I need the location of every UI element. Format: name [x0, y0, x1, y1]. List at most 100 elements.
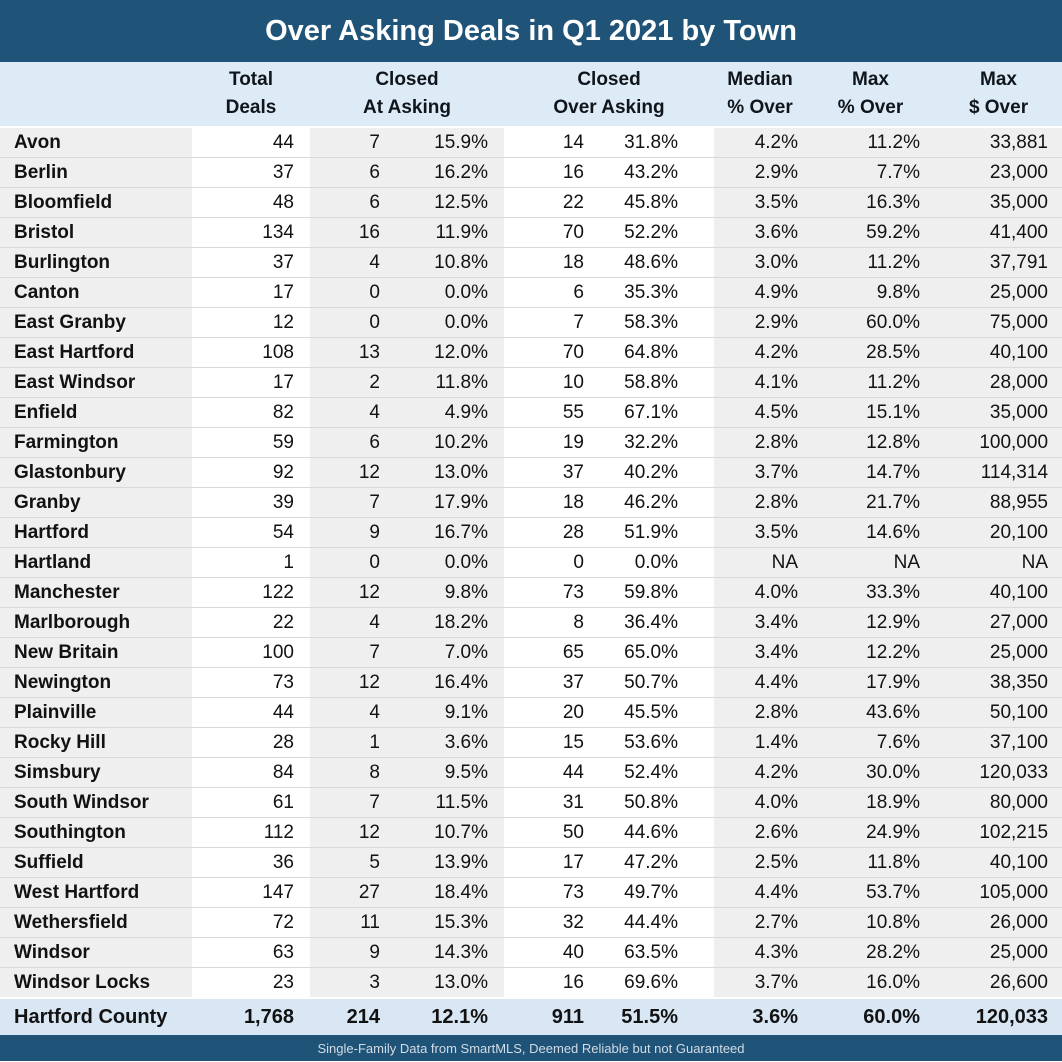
closed-at-asking-count-cell: 6 [310, 427, 398, 458]
total-closed-at-count-cell: 214 [310, 997, 398, 1035]
median-pct-over-cell: 4.9% [714, 277, 807, 308]
closed-over-asking-count-cell: 37 [504, 457, 592, 488]
town-cell: Manchester [0, 577, 192, 608]
total-deals-cell: 28 [192, 727, 310, 758]
median-pct-over-cell: 2.7% [714, 907, 807, 938]
max-dollar-over-cell: 20,100 [935, 517, 1062, 548]
max-dollar-over-cell: 35,000 [935, 397, 1062, 428]
closed-at-asking-count-cell: 12 [310, 817, 398, 848]
town-cell: Farmington [0, 427, 192, 458]
table-row: Marlborough 22 4 18.2% 8 36.4% 3.4% 12.9% 27,000 [0, 607, 1062, 638]
closed-over-asking-pct-cell: 45.5% [592, 697, 715, 728]
closed-over-asking-count-cell: 16 [504, 157, 592, 188]
total-max-dollar-over-cell: 120,033 [935, 997, 1062, 1035]
total-deals-cell: 108 [192, 337, 310, 368]
median-pct-over-header: Median % Over [714, 62, 807, 128]
median-pct-over-cell: 2.6% [714, 817, 807, 848]
closed-at-asking-pct-cell: 12.5% [398, 187, 504, 218]
closed-over-asking-count-cell: 19 [504, 427, 592, 458]
closed-over-asking-count-cell: 65 [504, 637, 592, 668]
max-pct-over-cell: 43.6% [806, 697, 936, 728]
total-deals-cell: 23 [192, 967, 310, 998]
closed-at-asking-pct-cell: 0.0% [398, 277, 504, 308]
max-dollar-over-cell: 23,000 [935, 157, 1062, 188]
total-deals-cell: 37 [192, 247, 310, 278]
closed-at-asking-pct-cell: 9.8% [398, 577, 504, 608]
town-cell: Newington [0, 667, 192, 698]
max-pct-over-cell: 30.0% [806, 757, 936, 788]
median-pct-over-cell: 3.5% [714, 517, 807, 548]
table-row: East Hartford 108 13 12.0% 70 64.8% 4.2% 28.5% 4… [0, 337, 1062, 368]
closed-over-asking-pct-cell: 59.8% [592, 577, 715, 608]
max-dollar-over-cell: 105,000 [935, 877, 1062, 908]
median-pct-over-cell: 4.2% [714, 757, 807, 788]
max-pct-over-cell: 12.8% [806, 427, 936, 458]
median-pct-over-cell: NA [714, 547, 807, 578]
closed-at-asking-pct-cell: 16.7% [398, 517, 504, 548]
max-pct-over-cell: 7.7% [806, 157, 936, 188]
median-pct-over-cell: 3.7% [714, 457, 807, 488]
closed-at-asking-count-cell: 11 [310, 907, 398, 938]
max-pct-over-cell: 12.9% [806, 607, 936, 638]
closed-over-asking-count-cell: 73 [504, 877, 592, 908]
total-deals-header: Total Deals [192, 62, 310, 128]
over-asking-table: Total Deals Closed At Asking Closed Over… [0, 62, 1062, 1035]
max-pct-over-cell: 60.0% [806, 307, 936, 338]
closed-at-asking-pct-cell: 0.0% [398, 547, 504, 578]
closed-over-asking-pct-cell: 58.3% [592, 307, 715, 338]
closed-at-asking-count-cell: 4 [310, 607, 398, 638]
closed-at-asking-count-cell: 4 [310, 397, 398, 428]
header-row: Total Deals Closed At Asking Closed Over… [0, 62, 1062, 128]
total-deals-cell: 1 [192, 547, 310, 578]
closed-over-asking-count-cell: 10 [504, 367, 592, 398]
max-pct-over-header: Max % Over [806, 62, 936, 128]
total-deals-cell: 44 [192, 127, 310, 158]
table-row: Granby 39 7 17.9% 18 46.2% 2.8% 21.7% 88,955 [0, 487, 1062, 518]
closed-at-asking-pct-cell: 13.9% [398, 847, 504, 878]
max-dollar-over-cell: 40,100 [935, 337, 1062, 368]
max-pct-over-cell: 7.6% [806, 727, 936, 758]
closed-at-asking-pct-cell: 11.8% [398, 367, 504, 398]
title-banner: Over Asking Deals in Q1 2021 by Town [0, 0, 1062, 62]
closed-over-asking-count-cell: 7 [504, 307, 592, 338]
closed-at-asking-count-cell: 6 [310, 187, 398, 218]
max-pct-over-cell: 18.9% [806, 787, 936, 818]
median-pct-over-cell: 4.0% [714, 577, 807, 608]
median-pct-over-cell: 3.4% [714, 607, 807, 638]
town-cell: Bristol [0, 217, 192, 248]
closed-at-asking-pct-cell: 9.5% [398, 757, 504, 788]
closed-at-asking-count-cell: 9 [310, 937, 398, 968]
closed-at-asking-count-cell: 4 [310, 247, 398, 278]
max-dollar-over-cell: 100,000 [935, 427, 1062, 458]
closed-at-asking-count-cell: 9 [310, 517, 398, 548]
closed-at-asking-pct-cell: 0.0% [398, 307, 504, 338]
total-deals-cell: 112 [192, 817, 310, 848]
closed-over-asking-pct-cell: 46.2% [592, 487, 715, 518]
town-cell: Canton [0, 277, 192, 308]
max-dollar-over-cell: 25,000 [935, 277, 1062, 308]
median-pct-over-cell: 3.6% [714, 217, 807, 248]
median-pct-over-cell: 3.7% [714, 967, 807, 998]
median-pct-over-cell: 2.8% [714, 427, 807, 458]
closed-at-asking-pct-cell: 18.4% [398, 877, 504, 908]
closed-over-asking-pct-cell: 40.2% [592, 457, 715, 488]
total-deals-cell: 84 [192, 757, 310, 788]
max-pct-over-cell: 11.2% [806, 127, 936, 158]
closed-at-asking-count-cell: 7 [310, 637, 398, 668]
table-row: Hartford 54 9 16.7% 28 51.9% 3.5% 14.6% 20,100 [0, 517, 1062, 548]
closed-over-asking-pct-cell: 31.8% [592, 127, 715, 158]
closed-over-asking-count-cell: 32 [504, 907, 592, 938]
max-pct-over-cell: 16.3% [806, 187, 936, 218]
closed-at-asking-pct-cell: 4.9% [398, 397, 504, 428]
max-pct-over-cell: 17.9% [806, 667, 936, 698]
max-dollar-over-cell: 26,600 [935, 967, 1062, 998]
closed-over-asking-pct-cell: 58.8% [592, 367, 715, 398]
town-cell: Wethersfield [0, 907, 192, 938]
total-deals-cell: 39 [192, 487, 310, 518]
closed-at-asking-pct-cell: 14.3% [398, 937, 504, 968]
total-deals-cell: 12 [192, 307, 310, 338]
median-pct-over-cell: 2.8% [714, 487, 807, 518]
table-row: Plainville 44 4 9.1% 20 45.5% 2.8% 43.6% 50,100 [0, 697, 1062, 728]
town-cell: Avon [0, 127, 192, 158]
closed-at-asking-pct-cell: 15.3% [398, 907, 504, 938]
